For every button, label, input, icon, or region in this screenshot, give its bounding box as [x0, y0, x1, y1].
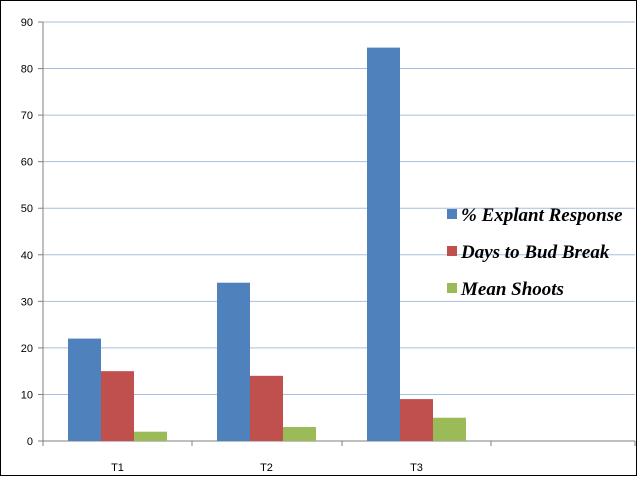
gridlines: [43, 21, 635, 395]
bar: [134, 431, 167, 441]
bar: [101, 371, 134, 441]
bar: [400, 399, 433, 441]
y-tick-label: 10: [21, 389, 33, 401]
y-tick-label: 0: [27, 436, 33, 448]
tick-labels: 0 10 20 30 40 50 60 70 80 90 T1 T2 T3: [21, 17, 423, 474]
bar: [283, 427, 316, 441]
bar: [367, 47, 400, 441]
y-tick-label: 50: [21, 203, 33, 215]
legend-swatch: [447, 246, 457, 256]
bar: [68, 338, 101, 441]
y-tick-label: 70: [21, 110, 33, 122]
legend-label: % Explant Response: [461, 205, 623, 226]
legend-swatch: [447, 209, 457, 219]
y-tick-label: 80: [21, 64, 33, 76]
legend-label: Days to Bud Break: [460, 242, 610, 263]
bar: [250, 375, 283, 441]
legend-label: Mean Shoots: [460, 279, 564, 300]
y-tick-label: 60: [21, 157, 33, 169]
bars: [68, 47, 466, 441]
x-tick-label: T3: [410, 462, 423, 474]
bar: [433, 417, 466, 441]
x-tick-label: T1: [111, 462, 124, 474]
y-tick-label: 30: [21, 296, 33, 308]
bar: [217, 282, 250, 441]
legend: % Explant Response Days to Bud Break Mean …: [447, 205, 623, 300]
legend-swatch: [447, 283, 457, 293]
y-tick-label: 90: [21, 17, 33, 29]
y-tick-label: 40: [21, 250, 33, 262]
x-tick-label: T2: [260, 462, 273, 474]
y-tick-label: 20: [21, 343, 33, 355]
